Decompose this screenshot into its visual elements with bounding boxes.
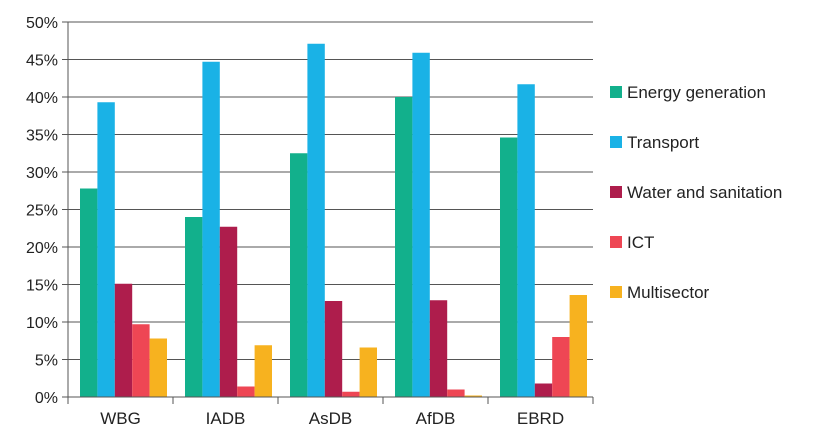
- bar-multisector: [149, 338, 167, 397]
- legend-swatch-transport: [610, 136, 622, 148]
- x-category-label: EBRD: [517, 409, 564, 428]
- legend-label-ict: ICT: [627, 233, 654, 252]
- legend-swatch-energy-generation: [610, 86, 622, 98]
- bar-water-and-sanitation: [324, 301, 343, 397]
- y-tick-label: 30%: [26, 165, 58, 182]
- bar-water-and-sanitation: [114, 283, 133, 397]
- bar-transport: [97, 102, 115, 397]
- y-tick-label: 5%: [35, 353, 58, 370]
- legend-label-water-and-sanitation: Water and sanitation: [627, 183, 782, 202]
- legend-swatch-multisector: [610, 286, 622, 298]
- bar-multisector: [569, 295, 587, 397]
- x-axis-labels: WBG IADB AsDB AfDB EBRD: [100, 409, 564, 428]
- bar-energy-generation: [290, 153, 308, 397]
- bar-water-and-sanitation: [219, 226, 238, 397]
- bar-energy-generation: [185, 217, 203, 397]
- y-tick-label: 20%: [26, 240, 58, 257]
- y-tick-label: 45%: [26, 53, 58, 70]
- bar-ict: [342, 391, 360, 397]
- bar-transport: [517, 84, 535, 397]
- y-tick-label: 40%: [26, 90, 58, 107]
- bar-transport: [307, 43, 325, 397]
- gridlines: [62, 21, 593, 360]
- bar-ict: [552, 337, 570, 397]
- x-category-label: WBG: [100, 409, 141, 428]
- y-tick-label: 0%: [35, 390, 58, 407]
- bar-multisector: [254, 345, 272, 397]
- bar-energy-generation: [80, 188, 98, 397]
- x-category-label: AsDB: [309, 409, 352, 428]
- y-tick-label: 25%: [26, 203, 58, 220]
- y-axis-ticks: 0% 5% 10% 15% 20% 25% 30% 35% 40% 45% 50%: [26, 15, 58, 407]
- bar-ict: [447, 389, 465, 397]
- bars: [80, 43, 587, 397]
- legend: Energy generation Transport Water and sani…: [610, 83, 782, 302]
- x-category-label: AfDB: [416, 409, 456, 428]
- bar-water-and-sanitation: [429, 300, 448, 397]
- bar-water-and-sanitation: [534, 383, 553, 397]
- y-tick-label: 50%: [26, 15, 58, 32]
- bar-ict: [237, 386, 255, 397]
- bar-ict: [132, 324, 150, 397]
- legend-swatch-ict: [610, 236, 622, 248]
- legend-label-energy-generation: Energy generation: [627, 83, 766, 102]
- bar-transport: [202, 61, 220, 397]
- bar-energy-generation: [395, 97, 413, 397]
- y-tick-label: 35%: [26, 128, 58, 145]
- x-category-label: IADB: [206, 409, 246, 428]
- legend-label-transport: Transport: [627, 133, 699, 152]
- y-tick-label: 10%: [26, 315, 58, 332]
- bar-energy-generation: [500, 137, 518, 397]
- bar-multisector: [359, 347, 377, 397]
- axes: [62, 22, 594, 404]
- legend-swatch-water-and-sanitation: [610, 186, 622, 198]
- y-tick-label: 15%: [26, 278, 58, 295]
- bar-transport: [412, 52, 430, 397]
- legend-label-multisector: Multisector: [627, 283, 710, 302]
- bar-multisector: [464, 395, 482, 397]
